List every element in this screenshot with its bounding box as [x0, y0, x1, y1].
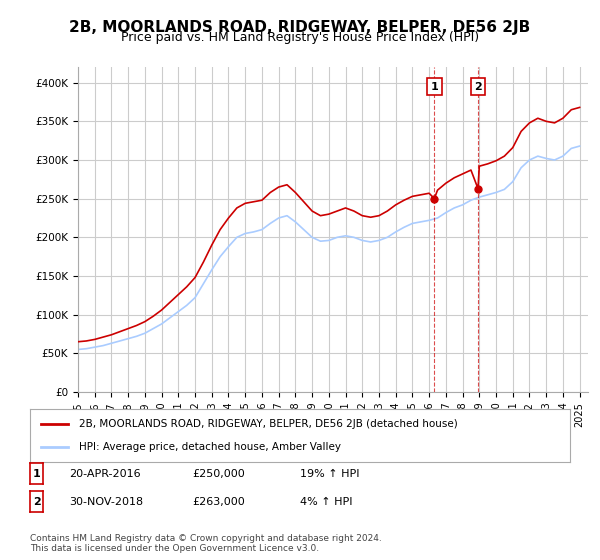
Text: £250,000: £250,000 [192, 469, 245, 479]
Text: 2B, MOORLANDS ROAD, RIDGEWAY, BELPER, DE56 2JB (detached house): 2B, MOORLANDS ROAD, RIDGEWAY, BELPER, DE… [79, 419, 457, 429]
Text: 4% ↑ HPI: 4% ↑ HPI [300, 497, 353, 507]
Text: 1: 1 [430, 82, 438, 91]
Text: 30-NOV-2018: 30-NOV-2018 [69, 497, 143, 507]
Text: Price paid vs. HM Land Registry's House Price Index (HPI): Price paid vs. HM Land Registry's House … [121, 31, 479, 44]
Text: 2B, MOORLANDS ROAD, RIDGEWAY, BELPER, DE56 2JB: 2B, MOORLANDS ROAD, RIDGEWAY, BELPER, DE… [70, 20, 530, 35]
Text: Contains HM Land Registry data © Crown copyright and database right 2024.
This d: Contains HM Land Registry data © Crown c… [30, 534, 382, 553]
Text: 2: 2 [474, 82, 482, 91]
Text: 19% ↑ HPI: 19% ↑ HPI [300, 469, 359, 479]
Text: 2: 2 [33, 497, 40, 507]
Text: 20-APR-2016: 20-APR-2016 [69, 469, 140, 479]
Text: £263,000: £263,000 [192, 497, 245, 507]
Text: HPI: Average price, detached house, Amber Valley: HPI: Average price, detached house, Ambe… [79, 442, 341, 452]
Text: 1: 1 [33, 469, 40, 479]
